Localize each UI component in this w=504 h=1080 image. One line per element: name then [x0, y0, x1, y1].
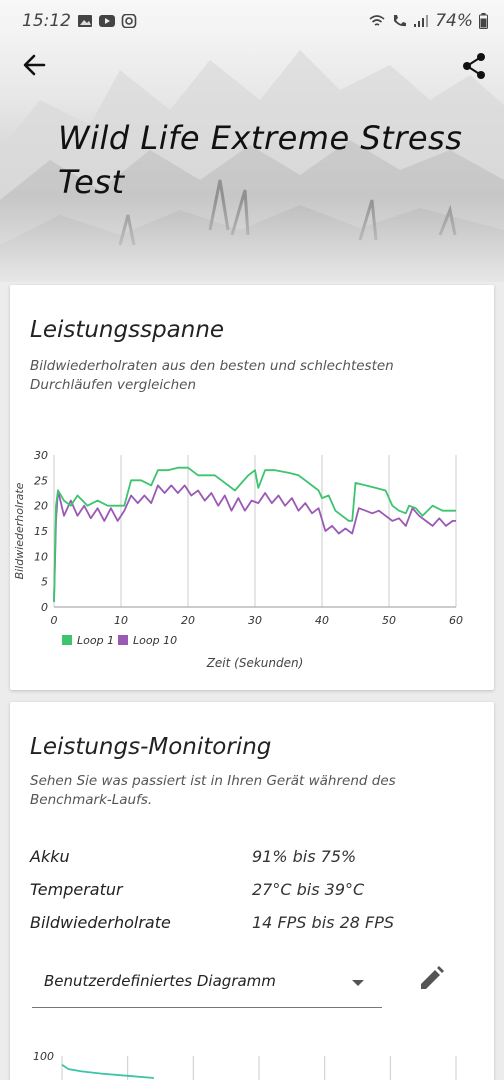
legend-swatch — [118, 635, 128, 645]
y-tick-label: 15 — [34, 525, 48, 538]
metric-row-battery: Akku 91% bis 75% — [30, 840, 470, 873]
x-tick-label: 10 — [114, 614, 128, 627]
y-tick-label: 10 — [34, 550, 48, 563]
chevron-down-icon — [352, 980, 364, 986]
signal-icon — [414, 15, 429, 27]
share-icon[interactable] — [458, 50, 490, 82]
legend-label: Loop 1 — [77, 634, 114, 647]
status-time: 15:12 — [22, 11, 71, 31]
metric-value: 14 FPS bis 28 FPS — [252, 913, 395, 932]
wifi-icon — [369, 15, 385, 26]
series-line — [61, 1064, 154, 1079]
metrics-list: Akku 91% bis 75% Temperatur 27°C bis 39°… — [30, 840, 470, 939]
call-icon — [394, 15, 407, 27]
series-line-loop-10 — [53, 484, 456, 602]
metric-row-temperature: Temperatur 27°C bis 39°C — [30, 873, 470, 906]
monitoring-subtitle: Sehen Sie was passiert ist in Ihren Gerä… — [30, 773, 396, 808]
page-title: Wild Life Extreme Stress Test — [58, 119, 463, 201]
x-tick-label: 30 — [248, 614, 262, 627]
battery-percent: 74% — [435, 11, 473, 31]
y-tick-label: 5 — [41, 576, 48, 589]
header-banner — [0, 0, 504, 282]
metric-row-framerate: Bildwiederholrate 14 FPS bis 28 FPS — [30, 906, 470, 939]
x-tick-label: 0 — [51, 614, 58, 627]
fps-line-chart: 0 10 20 30 40 50 60 0 5 10 15 20 25 30 Bildwiederholra… — [13, 449, 463, 670]
legend-swatch — [62, 635, 72, 645]
x-axis-label: Zeit (Sekunden) — [206, 656, 304, 670]
youtube-icon — [99, 15, 115, 27]
metric-label: Temperatur — [30, 880, 123, 899]
monitoring-card: Leistungs-Monitoring Sehen Sie was passi… — [10, 702, 494, 1080]
chart-type-dropdown[interactable]: Benutzerdefiniertes Diagramm — [32, 960, 382, 1008]
x-tick-label: 50 — [382, 614, 396, 627]
y-tick-label: 0 — [41, 601, 48, 614]
x-tick-label: 60 — [449, 614, 463, 627]
y-tick-label: 30 — [34, 449, 48, 462]
metric-label: Bildwiederholrate — [30, 913, 171, 932]
series-line-loop-1 — [53, 466, 456, 602]
monitoring-title: Leistungs-Monitoring — [30, 734, 272, 760]
performance-range-title: Leistungsspanne — [30, 317, 225, 343]
monitoring-line-chart: 100 — [33, 1050, 457, 1080]
edit-pencil-icon[interactable] — [416, 964, 446, 994]
instagram-icon — [121, 14, 137, 28]
gallery-icon — [78, 15, 92, 27]
performance-range-card: Leistungsspanne Bildwiederholraten aus d… — [10, 285, 494, 690]
performance-range-subtitle: Bildwiederholraten aus den besten und sc… — [30, 358, 394, 393]
metric-value: 27°C bis 39°C — [252, 880, 365, 899]
metric-label: Akku — [30, 847, 70, 866]
legend-label: Loop 10 — [133, 634, 177, 647]
y-tick-label: 20 — [34, 500, 48, 513]
y-axis-label: Bildwiederholrate — [13, 482, 26, 579]
x-tick-label: 40 — [315, 614, 329, 627]
y-tick-label: 100 — [33, 1050, 54, 1063]
battery-icon — [479, 13, 488, 29]
y-tick-label: 25 — [34, 474, 48, 487]
back-arrow-icon[interactable] — [18, 50, 52, 80]
dropdown-selected-value: Benutzerdefiniertes Diagramm — [44, 972, 276, 990]
x-tick-label: 20 — [181, 614, 195, 627]
metric-value: 91% bis 75% — [252, 847, 357, 866]
status-bar: 15:12 74% — [0, 0, 504, 42]
